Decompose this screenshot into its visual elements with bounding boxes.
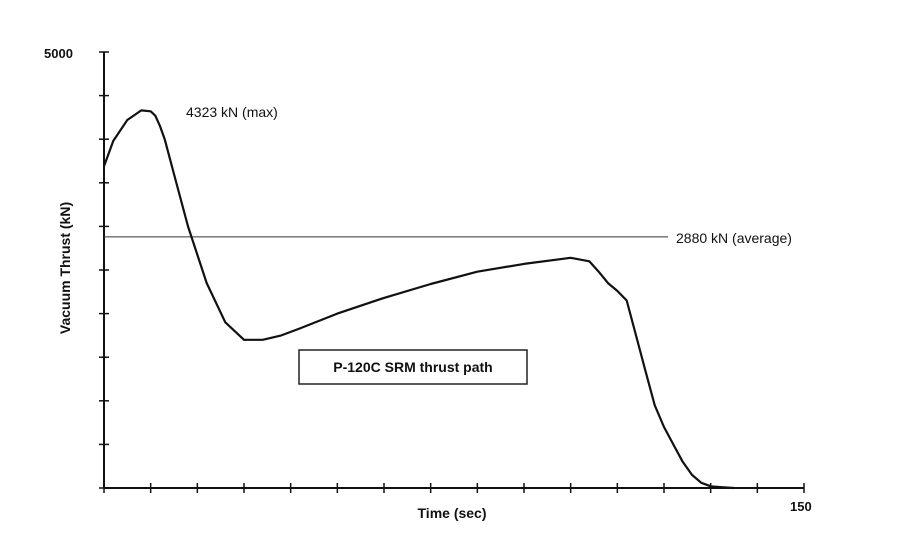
- plot-area: [104, 52, 804, 488]
- y-axis-title: Vacuum Thrust (kN): [57, 202, 73, 334]
- thrust-series-line: [102, 109, 735, 490]
- x-tick-label-max: 150: [790, 499, 812, 514]
- chart-label-box: [298, 349, 528, 385]
- chart-label-text: P-120C SRM thrust path: [333, 359, 492, 375]
- max-label: 4323 kN (max): [186, 104, 278, 120]
- x-axis-title: Time (sec): [418, 505, 487, 521]
- average-label: 2880 kN (average): [676, 230, 792, 246]
- y-tick-label-max: 5000: [44, 46, 73, 61]
- x-axis-ticks: [103, 483, 805, 493]
